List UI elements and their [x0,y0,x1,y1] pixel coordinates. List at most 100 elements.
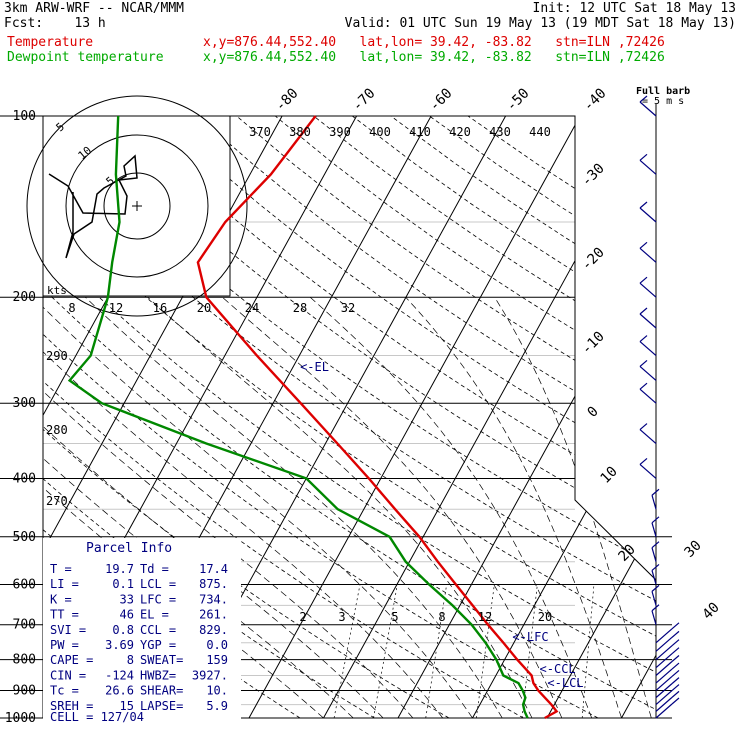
isobar-label-500: 500 [13,530,36,545]
dry-adiabat-310 [43,116,656,718]
wind-barb-flag-20 [639,360,648,367]
wind-barb-flag-0 [671,697,680,705]
wind-barb-26 [639,159,657,175]
speed-scale-label-16: 16 [153,301,167,315]
wind-barb-0 [655,703,673,719]
wind-barb-flag-19 [639,382,648,390]
isobar-label-200: 200 [13,290,36,305]
wind-barb-25 [639,207,657,223]
dry-adiabat-320 [43,116,656,718]
parcel-row-5-value1: 3.69 [105,638,134,652]
dewpoint-legend-label: Dewpoint temperature [7,50,164,65]
parcel-row-0-value1: 19.7 [105,562,134,576]
parcel-row-5-value2: 0.0 [206,638,228,652]
wind-barb-flag-5 [671,662,680,670]
dry-adiabat-360 [82,116,656,718]
wind-barb-flag-6 [671,655,680,662]
wind-barb-flag-23 [639,276,648,284]
parcel-row-6-value2: 159 [206,653,228,667]
isobar-label-100: 100 [13,109,36,124]
dry-adiabat-340 [43,116,656,718]
dry-adiabat-450 [429,116,656,718]
parcel-cell: CELL = 127/04 [50,710,144,724]
isotherm-right-label-3: 0 [585,404,602,421]
theta-label-440: 440 [529,125,551,139]
wind-barb-flag-1 [671,690,680,698]
parcel-row-7-value2: 3927. [192,668,228,682]
wind-barb-22 [639,313,657,329]
dry-adiabat-label-1: 280 [46,423,68,437]
wind-barb-24 [639,247,657,263]
series-0-line [196,115,559,720]
wind-barb-1 [655,696,673,712]
temperature-legend: Temperature x,y=876.44,552.40 lat,lon= 39… [7,35,665,50]
parcel-row-8-label1: Tc = [50,684,79,698]
dry-adiabat-420 [313,116,656,718]
parcel-row-0-label2: Td = [140,562,169,576]
dry-adiabat-430 [352,116,656,718]
dewpoint-legend: Dewpoint temperature x,y=876.44,552.40 la… [7,50,665,65]
wind-barb-flag-24 [639,241,648,249]
moist-adiabat-34 [494,297,652,718]
wind-barb-flag-26 [639,153,648,161]
moist-adiabat-6 [43,296,443,718]
isotherm-top-label-2: -60 [426,85,455,114]
wind-barb-flag-3 [671,677,680,685]
parcel-row-6-label2: SWEAT= [140,653,183,667]
wind-barb-flag-21 [639,335,648,343]
wind-barb-8 [655,645,673,661]
parcel-row-1-value1: 0.1 [112,577,134,591]
moist-adiabat-2 [43,296,414,718]
dry-adiabat-label-0: 290 [46,349,68,363]
parcel-info-box [43,538,241,720]
hodograph-trace [48,154,138,259]
wind-barb-title: Full barb [636,86,690,97]
parcel-row-6-value1: 8 [127,653,134,667]
annotation-0: <-EL [300,360,329,374]
parcel-row-6-label1: CAPE = [50,653,93,667]
wind-barb-flag-10 [671,622,680,630]
parcel-row-5-label2: YGP = [140,638,176,652]
wind-barb-flag-15 [651,516,660,524]
isotherm-right-label-2: -10 [579,329,608,358]
isotherm-right-label-0: -30 [579,161,608,190]
wind-barb-flag-2 [671,684,680,692]
hodograph-kts-label: kts [47,284,67,297]
forecast-hour: Fcst: 13 h [4,16,106,31]
isotherm-20 [546,116,656,718]
theta-label-430: 430 [489,125,511,139]
moist-adiabat-10 [43,296,473,718]
wind-barb-units: = 5 m s [642,96,684,107]
dry-adiabat-440 [390,116,656,718]
wind-barb-13 [651,570,657,585]
isotherm-right-label-5: 20 [616,542,639,565]
isotherm-0 [397,116,656,718]
wind-barb-27 [639,101,657,117]
temperature-legend-label: Temperature [7,35,94,50]
mixing-ratio-label-5: 5 [391,610,398,624]
parcel-row-8-label2: SHEAR= [140,684,183,698]
wind-barb-9 [655,636,673,652]
mixing-ratio-label-20: 20 [538,610,552,624]
dry-adiabat-370 [120,116,656,718]
isotherm-right-label-6: 30 [682,538,705,561]
fcst-label: Fcst: [4,16,44,31]
moist-adiabat--6 [43,296,354,718]
wind-barb-flag-25 [639,201,648,209]
speed-scale-label-24: 24 [245,301,259,315]
parcel-row-3-value2: 261. [199,608,228,622]
parcel-row-0-value2: 17.4 [199,562,228,576]
moist-adiabat-22 [222,296,563,718]
parcel-row-7-value1: -124 [105,668,134,682]
mixing-ratio-label-12: 12 [478,610,492,624]
isotherm-top-label-1: -70 [349,85,378,114]
parcel-row-9-value2: 5.9 [206,699,228,713]
parcel-row-7-label2: HWBZ= [140,668,176,682]
theta-label-380: 380 [289,125,311,139]
parcel-row-1-label2: LCL = [140,577,176,591]
parcel-row-4-value2: 829. [199,623,228,637]
wind-barb-4 [655,676,673,691]
